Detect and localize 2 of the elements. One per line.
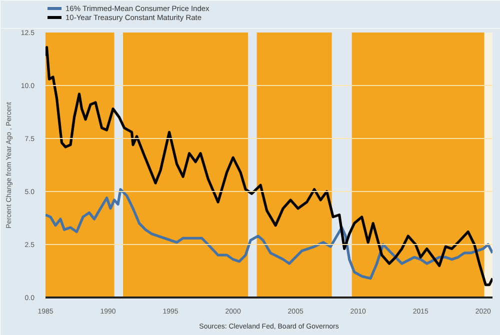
line-series <box>46 188 492 280</box>
line-series <box>46 46 492 286</box>
